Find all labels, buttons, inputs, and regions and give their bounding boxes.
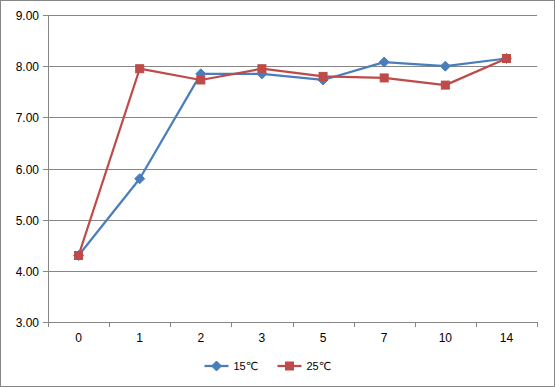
y-tick-label: 8.00 bbox=[16, 60, 40, 74]
x-tick bbox=[170, 322, 171, 327]
plot-area bbox=[74, 53, 512, 260]
marker bbox=[319, 72, 327, 80]
marker bbox=[501, 53, 511, 63]
marker bbox=[379, 57, 389, 67]
grid-line bbox=[48, 15, 537, 16]
x-tick bbox=[537, 322, 538, 327]
x-axis bbox=[48, 322, 537, 323]
x-tick bbox=[48, 322, 49, 327]
marker bbox=[441, 81, 449, 89]
x-tick bbox=[354, 322, 355, 327]
grid-line bbox=[48, 117, 537, 118]
y-tick bbox=[43, 169, 48, 170]
x-tick-label: 14 bbox=[500, 331, 514, 345]
y-tick bbox=[43, 322, 48, 323]
x-tick-label: 5 bbox=[320, 331, 327, 345]
y-tick-label: 6.00 bbox=[16, 163, 40, 177]
x-tick bbox=[476, 322, 477, 327]
y-tick-label: 9.00 bbox=[16, 9, 40, 23]
y-tick bbox=[43, 271, 48, 272]
series-line bbox=[79, 58, 507, 255]
x-tick-label: 1 bbox=[136, 331, 143, 345]
marker bbox=[380, 74, 388, 82]
x-tick bbox=[293, 322, 294, 327]
marker bbox=[135, 174, 145, 184]
marker bbox=[74, 250, 84, 260]
marker bbox=[258, 65, 266, 73]
grid-line bbox=[48, 271, 537, 272]
y-tick-label: 4.00 bbox=[16, 265, 40, 279]
y-tick bbox=[43, 220, 48, 221]
x-tick bbox=[415, 322, 416, 327]
chart-svg: 3.00 4.00 5.00 6.00 7.00 8.00 9.00 0 1 2 3 5 7 10 14 15… bbox=[0, 0, 555, 387]
y-tick bbox=[43, 66, 48, 67]
legend-marker bbox=[286, 362, 294, 370]
marker bbox=[197, 76, 205, 84]
legend: 15℃ 25℃ bbox=[205, 360, 332, 372]
grid-line bbox=[48, 169, 537, 170]
x-tick-label: 0 bbox=[75, 331, 82, 345]
y-tick bbox=[43, 117, 48, 118]
marker bbox=[440, 61, 450, 71]
marker bbox=[502, 54, 510, 62]
grid-line bbox=[48, 322, 537, 323]
y-tick bbox=[43, 15, 48, 16]
legend-label: 25℃ bbox=[307, 360, 332, 372]
x-tick-label: 2 bbox=[197, 331, 204, 345]
chart-container: 3.00 4.00 5.00 6.00 7.00 8.00 9.00 0 1 2 3 5 7 10 14 15… bbox=[0, 0, 555, 387]
marker bbox=[75, 251, 83, 259]
y-tick-label: 3.00 bbox=[16, 316, 40, 330]
x-tick bbox=[109, 322, 110, 327]
grid-line bbox=[48, 220, 537, 221]
x-tick-label: 3 bbox=[259, 331, 266, 345]
y-tick-label: 7.00 bbox=[16, 111, 40, 125]
marker bbox=[136, 65, 144, 73]
x-tick-label: 10 bbox=[439, 331, 453, 345]
x-tick bbox=[231, 322, 232, 327]
y-axis bbox=[48, 15, 49, 322]
chart-border bbox=[1, 1, 555, 387]
x-tick-label: 7 bbox=[381, 331, 388, 345]
series-line bbox=[79, 58, 507, 255]
y-tick-label: 5.00 bbox=[16, 214, 40, 228]
legend-label: 15℃ bbox=[234, 360, 259, 372]
legend-marker bbox=[212, 361, 222, 371]
grid-line bbox=[48, 66, 537, 67]
